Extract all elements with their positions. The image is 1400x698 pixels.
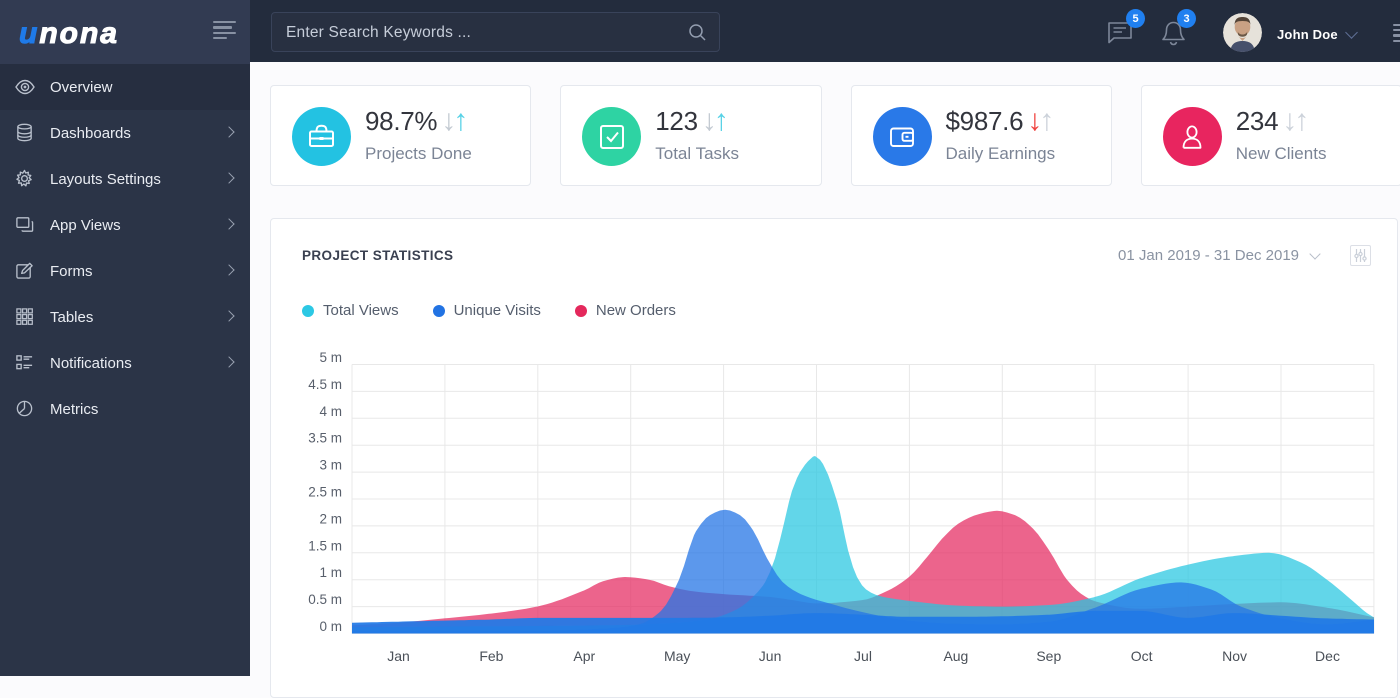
svg-text:Feb: Feb bbox=[479, 648, 503, 664]
svg-text:Oct: Oct bbox=[1131, 648, 1153, 664]
svg-text:2 m: 2 m bbox=[319, 511, 342, 526]
svg-text:4.5 m: 4.5 m bbox=[308, 377, 342, 392]
svg-text:3 m: 3 m bbox=[319, 458, 342, 473]
svg-text:Jan: Jan bbox=[387, 648, 410, 664]
svg-text:Sep: Sep bbox=[1036, 648, 1061, 664]
svg-text:4 m: 4 m bbox=[319, 404, 342, 419]
svg-text:Dec: Dec bbox=[1315, 648, 1340, 664]
svg-text:Jun: Jun bbox=[759, 648, 782, 664]
svg-text:2.5 m: 2.5 m bbox=[308, 485, 342, 500]
svg-text:0.5 m: 0.5 m bbox=[308, 592, 342, 607]
svg-text:Apr: Apr bbox=[573, 648, 595, 664]
svg-text:Aug: Aug bbox=[943, 648, 968, 664]
svg-text:1.5 m: 1.5 m bbox=[308, 538, 342, 553]
svg-text:May: May bbox=[664, 648, 690, 664]
svg-text:Nov: Nov bbox=[1222, 648, 1247, 664]
svg-text:Jul: Jul bbox=[854, 648, 872, 664]
svg-text:5 m: 5 m bbox=[319, 350, 342, 365]
svg-text:0 m: 0 m bbox=[319, 619, 342, 634]
svg-text:1 m: 1 m bbox=[319, 565, 342, 580]
svg-text:3.5 m: 3.5 m bbox=[308, 431, 342, 446]
